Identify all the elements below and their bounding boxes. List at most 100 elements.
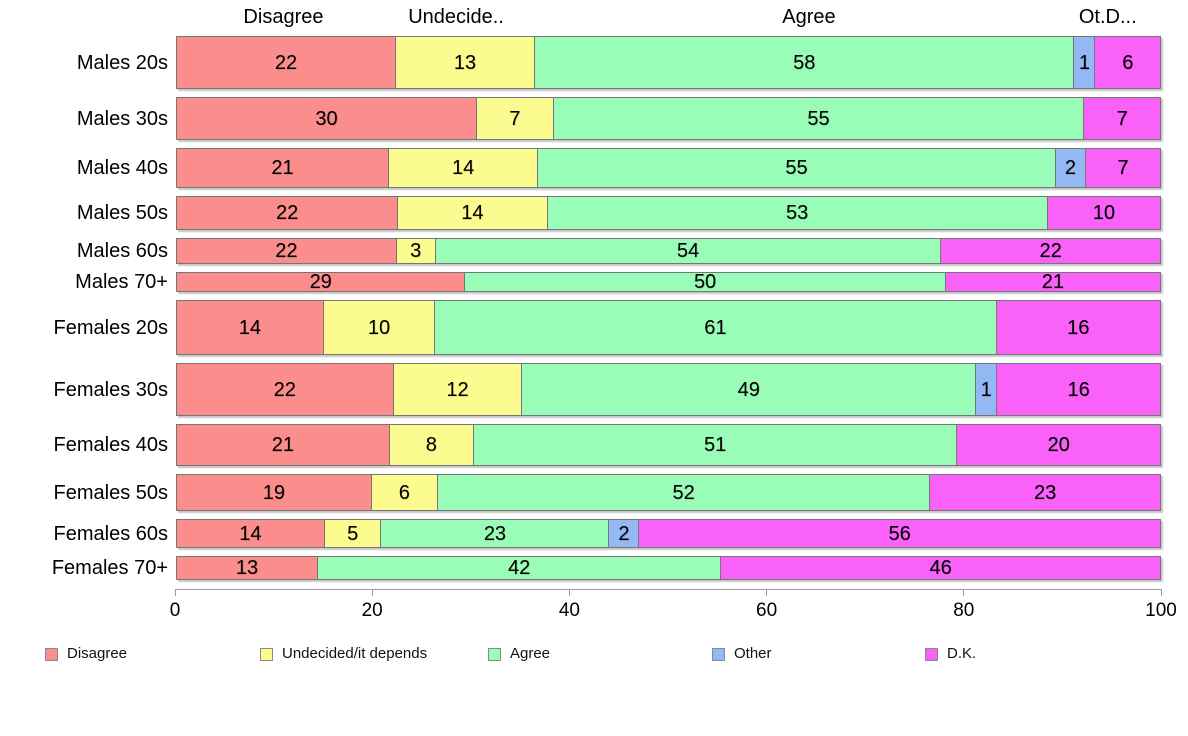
row-label: Males 60s xyxy=(76,240,168,262)
segment-value: 10 xyxy=(367,316,391,339)
bar-segment-agree: 23 xyxy=(381,519,610,548)
bar-segment-disagree: 22 xyxy=(176,363,394,416)
bar-segment-undecided-it-depends: 8 xyxy=(389,424,474,466)
bar-segment-disagree: 21 xyxy=(176,424,390,466)
bar-segment-other: 1 xyxy=(1074,36,1096,89)
x-axis-tick xyxy=(174,589,176,596)
x-axis-tick xyxy=(1160,589,1162,596)
bar-segment-d-k: 16 xyxy=(997,363,1162,416)
bar-segment-disagree: 13 xyxy=(176,556,318,580)
segment-value: 8 xyxy=(425,434,437,456)
bar-segment-disagree: 22 xyxy=(176,196,399,230)
segment-value: 14 xyxy=(239,522,262,545)
row-label: Females 70+ xyxy=(51,557,168,579)
bar-segment-agree: 52 xyxy=(437,474,931,511)
segment-value: 23 xyxy=(483,522,507,545)
bar-segment-undecided-it-depends: 14 xyxy=(398,196,548,230)
x-axis-tick-label: 60 xyxy=(756,600,778,621)
legend-swatch-other xyxy=(712,647,725,661)
bar-segment-agree: 58 xyxy=(535,36,1075,89)
bar-segment-other: 1 xyxy=(976,363,998,416)
x-axis-tick-label: 100 xyxy=(1145,600,1177,621)
legend-item-d-k: D.K. xyxy=(925,646,976,662)
stacked-bar: 14 10 61 16 xyxy=(176,300,1161,355)
column-header-undecide: Undecide.. xyxy=(408,6,504,28)
x-axis-tick xyxy=(963,589,965,596)
row-label: Males 30s xyxy=(76,107,168,130)
segment-value: 22 xyxy=(274,51,298,74)
legend-item-agree: Agree xyxy=(488,646,550,662)
segment-value: 22 xyxy=(275,240,298,262)
chart-row-females-50s: Females 50s 19 6 52 23 xyxy=(0,474,1161,511)
bar-segment-undecided-it-depends: 7 xyxy=(477,97,554,140)
segment-value: 10 xyxy=(1092,202,1115,224)
bar-segment-disagree: 22 xyxy=(176,238,397,264)
x-axis-tick-label: 40 xyxy=(558,600,580,621)
segment-value: 16 xyxy=(1067,316,1090,339)
stacked-bar: 22 3 54 22 xyxy=(176,238,1161,264)
chart-row-males-20s: Males 20s 22 13 58 1 6 xyxy=(0,36,1162,89)
bar-segment-d-k: 16 xyxy=(996,300,1161,355)
chart-row-females-60s: Females 60s 14 5 23 2 56 xyxy=(0,519,1161,548)
chart-row-males-50s: Males 50s 22 14 53 10 xyxy=(0,196,1161,230)
x-axis-tick xyxy=(766,589,768,596)
stacked-bar: 22 13 58 1 6 xyxy=(176,36,1162,89)
segment-value: 51 xyxy=(704,434,727,456)
chart-row-females-70: Females 70+ 13 42 46 xyxy=(0,556,1161,580)
segment-value: 42 xyxy=(508,557,531,579)
row-label: Females 40s xyxy=(53,434,169,456)
x-axis-line xyxy=(175,589,1161,590)
row-label: Females 60s xyxy=(53,522,169,545)
column-header-disagree: Disagree xyxy=(243,6,324,28)
segment-value: 30 xyxy=(315,107,338,130)
segment-value: 54 xyxy=(676,240,700,262)
x-axis-tick xyxy=(568,589,570,596)
bar-segment-undecided-it-depends: 12 xyxy=(393,363,523,416)
bar-segment-other: 2 xyxy=(609,519,640,548)
chart-row-females-40s: Females 40s 21 8 51 20 xyxy=(0,424,1161,466)
bar-segment-disagree: 22 xyxy=(176,36,397,89)
segment-value: 7 xyxy=(1117,157,1129,179)
legend-swatch-disagree xyxy=(45,647,58,661)
legend-label: D.K. xyxy=(947,645,977,662)
segment-value: 23 xyxy=(1034,481,1057,504)
stacked-bar: 22 12 49 1 16 xyxy=(176,363,1162,416)
bar-segment-d-k: 10 xyxy=(1047,196,1161,230)
segment-value: 55 xyxy=(807,107,830,130)
segment-value: 19 xyxy=(262,481,285,504)
bar-segment-agree: 53 xyxy=(547,196,1048,230)
x-axis-tick-label: 80 xyxy=(953,600,975,621)
segment-value: 16 xyxy=(1067,378,1090,401)
legend-item-undecided-it-depends: Undecided/it depends xyxy=(260,646,427,662)
bar-segment-disagree: 30 xyxy=(176,97,477,140)
chart-rows: Males 20s 22 13 58 1 6 Males 30s 30 7 55 7 Males 40… xyxy=(0,36,1162,588)
bar-segment-disagree: 14 xyxy=(176,519,325,548)
column-headers: Disagree Undecide.. Agree Ot.D... xyxy=(175,4,1161,30)
bar-segment-agree: 49 xyxy=(522,363,977,416)
legend-swatch-undecided-it-depends xyxy=(260,647,273,661)
segment-value: 53 xyxy=(786,202,809,224)
chart-row-males-30s: Males 30s 30 7 55 7 xyxy=(0,97,1162,140)
row-label: Females 50s xyxy=(53,481,169,504)
bar-segment-agree: 61 xyxy=(435,300,997,355)
segment-value: 2 xyxy=(618,522,630,545)
segment-value: 22 xyxy=(273,378,296,401)
segment-value: 21 xyxy=(1041,271,1064,293)
segment-value: 56 xyxy=(888,522,911,545)
chart-row-males-40s: Males 40s 21 14 55 2 7 xyxy=(0,148,1161,188)
bar-segment-disagree: 14 xyxy=(176,300,324,355)
bar-segment-undecided-it-depends: 10 xyxy=(323,300,436,355)
segment-value: 13 xyxy=(235,557,259,579)
chart-row-females-30s: Females 30s 22 12 49 1 16 xyxy=(0,363,1162,416)
row-label: Males 40s xyxy=(76,157,168,179)
x-axis-tick-label: 20 xyxy=(361,600,383,621)
segment-value: 21 xyxy=(271,157,294,179)
stacked-bar: 29 50 21 xyxy=(176,272,1161,292)
bar-segment-agree: 55 xyxy=(538,148,1056,188)
segment-value: 5 xyxy=(347,522,359,545)
bar-segment-agree: 50 xyxy=(465,271,946,293)
bar-segment-other: 2 xyxy=(1055,148,1086,188)
bar-segment-d-k: 46 xyxy=(721,556,1161,580)
segment-value: 50 xyxy=(693,271,717,293)
segment-value: 29 xyxy=(309,271,332,293)
